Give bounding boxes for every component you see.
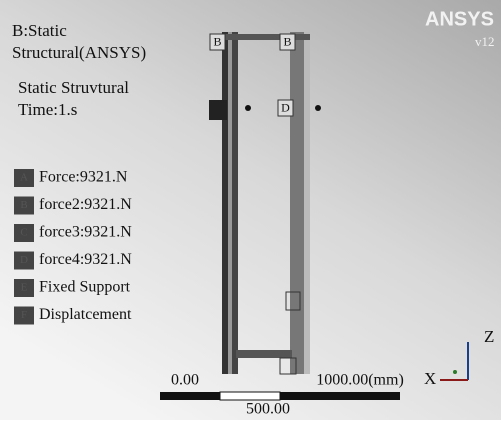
- legend-key: D: [20, 254, 28, 266]
- legend-key: E: [21, 282, 28, 294]
- legend-label: force3:9321.N: [39, 224, 132, 241]
- legend-label: force2:9321.N: [39, 196, 132, 213]
- legend-key: C: [20, 227, 27, 239]
- beam: [232, 32, 238, 374]
- title: Structural(ANSYS): [12, 43, 146, 62]
- scale-end: 1000.00(mm): [316, 372, 404, 389]
- axis-label: Z: [484, 327, 494, 346]
- legend-label: Force:9321.N: [39, 169, 128, 186]
- beam: [304, 32, 310, 374]
- title: B:Static: [12, 21, 67, 40]
- scale-mid: 500.00: [246, 401, 290, 418]
- logo: ANSYS: [425, 8, 494, 30]
- scale-start: 0.00: [171, 372, 199, 389]
- legend-key: F: [21, 309, 27, 321]
- beam: [222, 34, 310, 40]
- marker-label: D: [281, 100, 290, 114]
- scale-bar: [160, 392, 220, 400]
- legend-label: Displatcement: [39, 306, 132, 323]
- scale-bar: [280, 392, 400, 400]
- version: v12: [475, 34, 495, 49]
- marker-label: B: [213, 34, 221, 48]
- subtitle: Time:1.s: [18, 100, 77, 119]
- legend-key: A: [20, 172, 28, 184]
- axis-y: [453, 370, 457, 374]
- arrow-head: [315, 105, 321, 111]
- beam: [222, 32, 228, 374]
- load-marker: [209, 100, 227, 120]
- legend-key: B: [20, 199, 27, 211]
- axis-label: X: [424, 369, 436, 388]
- marker-label: B: [283, 34, 291, 48]
- beam: [290, 32, 304, 374]
- beam: [228, 32, 232, 374]
- legend-label: Fixed Support: [39, 279, 131, 296]
- beam: [236, 350, 292, 358]
- arrow-head: [245, 105, 251, 111]
- subtitle: Static Struvtural: [18, 78, 129, 97]
- legend-label: force4:9321.N: [39, 251, 132, 268]
- scale-bar: [220, 392, 280, 400]
- viewport: B:Static Structural(ANSYS) Static Struvt…: [0, 0, 501, 420]
